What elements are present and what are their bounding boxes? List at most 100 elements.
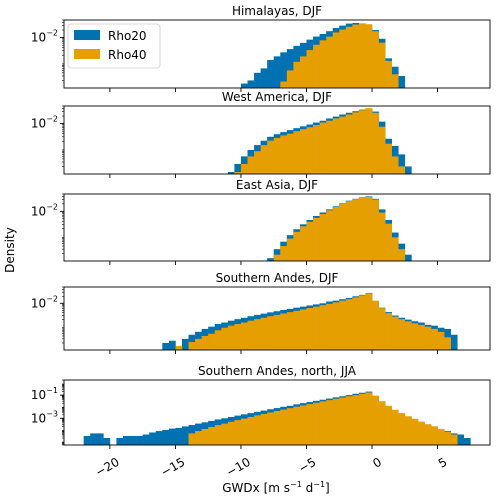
bar-rho40 [332, 302, 340, 350]
bar-rho20 [155, 431, 163, 445]
bar-rho20 [280, 52, 288, 88]
bar-rho40 [352, 395, 360, 445]
bar-rho40 [313, 125, 320, 174]
bar-rho40 [385, 143, 392, 174]
x-tick-label: −20 [93, 455, 122, 480]
bar-rho40 [345, 201, 353, 261]
bar-rho40 [234, 172, 242, 174]
bar-rho40 [267, 316, 275, 350]
bar-rho20 [162, 342, 170, 350]
bar-rho40 [273, 410, 281, 445]
bar-rho40 [417, 324, 425, 350]
bar-rho40 [313, 217, 320, 261]
bar-rho40 [450, 434, 458, 445]
panels-group: Himalayas, DJF 10−2 Rho20 Rho40 West America… [31, 4, 491, 480]
bar-rho40 [411, 418, 419, 445]
bar-rho40 [358, 23, 366, 88]
bar-rho40 [227, 421, 235, 445]
bar-rho40 [385, 223, 392, 261]
y-tick-label: 10−2 [31, 202, 58, 218]
bar-rho20 [116, 438, 124, 445]
bar-rho40 [404, 321, 412, 350]
bar-rho20 [162, 429, 170, 445]
bar-rho40 [365, 392, 373, 445]
bar-rho40 [267, 412, 275, 445]
bar-rho40 [286, 408, 294, 445]
bar-rho40 [175, 345, 183, 350]
bar-rho40 [319, 122, 327, 174]
bar-rho40 [195, 431, 202, 445]
bar-rho40 [332, 118, 340, 174]
bar-rho40 [398, 249, 406, 261]
bar-rho40 [437, 331, 445, 350]
bar-rho40 [404, 416, 412, 445]
bar-rho40 [306, 50, 314, 88]
bar-rho40 [214, 425, 222, 445]
bar-rho40 [188, 433, 196, 445]
legend: Rho20 Rho40 [67, 23, 161, 69]
bar-rho40 [378, 42, 386, 88]
bar-rho40 [286, 70, 294, 88]
bar-rho40 [358, 295, 366, 350]
bar-rho40 [280, 81, 288, 88]
bar-rho40 [306, 221, 314, 261]
bar-rho40 [286, 312, 294, 350]
bar-rho20 [457, 434, 465, 445]
bars-group [267, 196, 412, 261]
bar-rho40 [345, 396, 353, 445]
bar-rho20 [273, 56, 281, 88]
bar-rho40 [326, 210, 334, 261]
bar-rho40 [372, 31, 379, 88]
bar-rho40 [201, 335, 209, 350]
bar-rho20 [103, 438, 111, 445]
bar-rho20 [267, 258, 275, 261]
bar-rho40 [280, 135, 288, 174]
bar-rho40 [313, 44, 320, 88]
bar-rho20 [398, 154, 406, 174]
bar-rho40 [240, 322, 248, 350]
bar-rho40 [385, 313, 392, 350]
bar-rho40 [260, 413, 268, 445]
bar-rho40 [345, 26, 353, 88]
y-tick-label: 10−2 [31, 294, 58, 310]
y-tick-label: 10−1 [31, 386, 58, 402]
bar-rho20 [96, 433, 104, 445]
bar-rho40 [398, 166, 406, 174]
bar-rho40 [326, 400, 334, 445]
bar-rho40 [234, 420, 242, 445]
bar-rho40 [280, 246, 288, 261]
bar-rho40 [306, 404, 314, 445]
bar-rho40 [313, 402, 320, 445]
bar-rho40 [332, 32, 340, 88]
bar-rho40 [431, 328, 438, 350]
bar-rho40 [254, 151, 261, 174]
panel-title: Himalayas, DJF [232, 4, 322, 18]
bar-rho40 [306, 307, 314, 350]
bar-rho40 [201, 428, 209, 445]
bar-rho40 [286, 133, 294, 174]
bar-rho40 [372, 199, 379, 261]
axes-frame [63, 19, 491, 89]
bar-rho40 [306, 127, 314, 174]
bar-rho40 [293, 310, 301, 350]
bar-rho40 [260, 145, 268, 174]
panel-1: Himalayas, DJF 10−2 Rho20 Rho40 [31, 4, 491, 92]
bar-rho20 [129, 435, 137, 445]
bar-rho40 [391, 409, 399, 445]
bars-group [162, 292, 458, 350]
bar-rho40 [260, 317, 268, 350]
bar-rho40 [326, 303, 334, 350]
x-tick-label: −5 [296, 455, 318, 476]
bar-rho40 [444, 337, 451, 350]
bar-rho40 [240, 418, 248, 445]
bar-rho40 [444, 431, 451, 445]
bars-group [227, 108, 412, 174]
bar-rho40 [221, 327, 229, 350]
bar-rho40 [437, 428, 445, 445]
bar-rho40 [424, 424, 432, 445]
bar-rho20 [227, 172, 235, 174]
bar-rho40 [352, 24, 360, 88]
bar-rho40 [326, 120, 334, 174]
x-tick-label: 5 [436, 455, 450, 471]
